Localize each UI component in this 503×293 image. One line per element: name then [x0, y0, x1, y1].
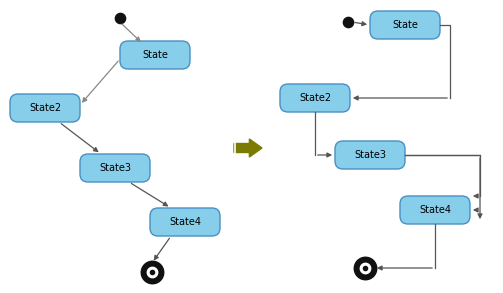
FancyBboxPatch shape — [280, 84, 350, 112]
FancyBboxPatch shape — [10, 94, 80, 122]
Polygon shape — [234, 139, 262, 157]
Text: State4: State4 — [419, 205, 451, 215]
FancyBboxPatch shape — [150, 208, 220, 236]
Text: State: State — [392, 20, 418, 30]
FancyBboxPatch shape — [120, 41, 190, 69]
FancyBboxPatch shape — [400, 196, 470, 224]
Text: State2: State2 — [29, 103, 61, 113]
Text: State3: State3 — [99, 163, 131, 173]
Text: State3: State3 — [354, 150, 386, 160]
Text: State: State — [142, 50, 168, 60]
FancyBboxPatch shape — [80, 154, 150, 182]
Text: State4: State4 — [169, 217, 201, 227]
FancyBboxPatch shape — [370, 11, 440, 39]
FancyBboxPatch shape — [335, 141, 405, 169]
Text: State2: State2 — [299, 93, 331, 103]
